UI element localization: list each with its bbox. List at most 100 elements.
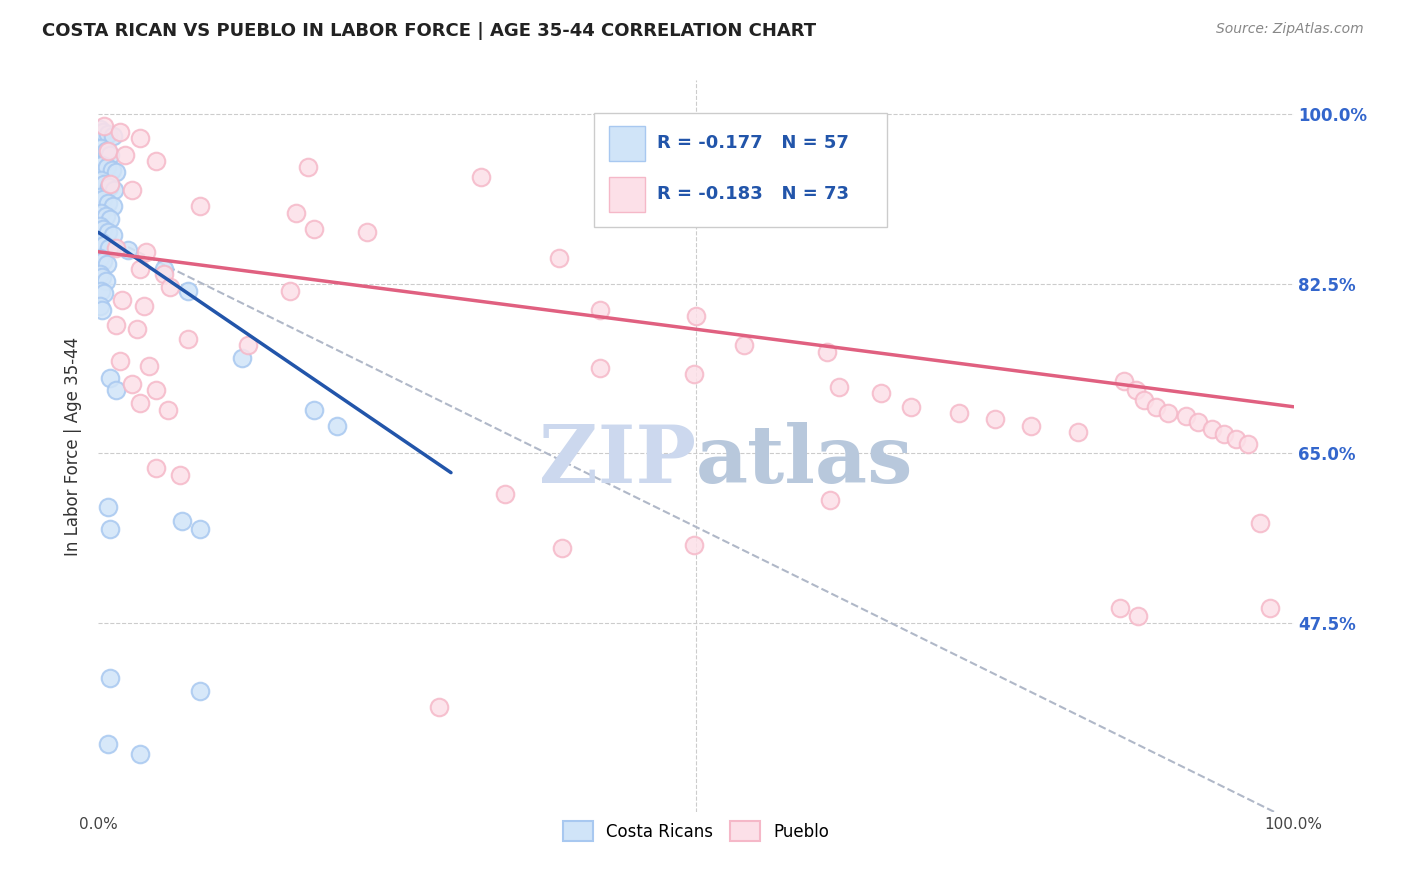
Point <box>138 359 160 373</box>
Point <box>129 747 152 761</box>
FancyBboxPatch shape <box>595 113 887 227</box>
Point <box>121 183 143 197</box>
Point <box>153 262 176 277</box>
Point <box>105 384 128 398</box>
Text: R = -0.177   N = 57: R = -0.177 N = 57 <box>657 134 848 153</box>
Point <box>177 284 200 298</box>
Point <box>278 284 301 298</box>
Point <box>89 121 111 136</box>
Point <box>101 199 124 213</box>
Point <box>236 338 259 352</box>
Point <box>117 243 139 257</box>
Point <box>1128 609 1150 624</box>
Point <box>1125 384 1147 398</box>
Point <box>1237 436 1260 450</box>
Text: Source: ZipAtlas.com: Source: ZipAtlas.com <box>1216 22 1364 37</box>
Y-axis label: In Labor Force | Age 35-44: In Labor Force | Age 35-44 <box>65 336 83 556</box>
Point <box>948 406 970 420</box>
Point <box>297 161 319 175</box>
Point <box>1225 432 1247 446</box>
Point <box>589 361 612 376</box>
Point <box>1019 419 1042 434</box>
Point <box>94 274 117 288</box>
Point <box>90 173 112 187</box>
Point <box>153 267 176 281</box>
Point <box>135 244 157 259</box>
Point <box>97 500 120 514</box>
Point <box>1157 406 1180 420</box>
Point <box>494 487 516 501</box>
Point <box>188 522 211 536</box>
Point <box>89 267 111 281</box>
Text: atlas: atlas <box>696 422 914 500</box>
Point <box>108 354 131 368</box>
Point <box>90 284 112 298</box>
Point <box>326 419 349 434</box>
Point <box>1144 400 1167 414</box>
Point <box>129 131 152 145</box>
Point <box>89 189 111 203</box>
Point <box>111 293 134 308</box>
Point <box>1258 601 1281 615</box>
Point <box>470 170 492 185</box>
Point <box>188 683 211 698</box>
Point <box>1112 374 1135 388</box>
Point <box>91 221 114 235</box>
Point <box>97 144 120 158</box>
Point <box>129 262 152 277</box>
Point <box>682 538 704 552</box>
Point <box>96 161 118 175</box>
Point <box>89 251 111 265</box>
Point <box>685 309 707 323</box>
Point <box>91 269 114 284</box>
Point <box>1187 415 1209 429</box>
Point <box>900 400 922 414</box>
Point <box>98 241 121 255</box>
Point <box>93 177 115 191</box>
Point <box>91 302 114 317</box>
Point <box>815 344 838 359</box>
Point <box>97 226 120 240</box>
Point <box>98 148 122 162</box>
Point <box>93 286 115 301</box>
Point <box>1133 392 1156 407</box>
Point <box>551 541 574 556</box>
Legend: Costa Ricans, Pueblo: Costa Ricans, Pueblo <box>557 814 835 847</box>
Bar <box>609 126 644 161</box>
Point <box>159 279 181 293</box>
Point <box>108 125 131 139</box>
Point <box>97 737 120 751</box>
Point <box>547 251 569 265</box>
Bar <box>609 177 644 212</box>
Point <box>984 412 1007 426</box>
Point <box>89 299 111 313</box>
Text: ZIP: ZIP <box>538 422 696 500</box>
Point <box>90 235 112 249</box>
Point <box>98 177 122 191</box>
Point <box>98 211 122 226</box>
Point <box>90 206 112 220</box>
Point <box>145 384 167 398</box>
Point <box>105 241 128 255</box>
Point <box>100 163 122 178</box>
Point <box>98 370 122 384</box>
Point <box>132 299 155 313</box>
Point <box>94 209 117 223</box>
Point <box>89 219 111 233</box>
Point <box>1067 425 1090 439</box>
Point <box>94 144 117 158</box>
Point <box>96 257 118 271</box>
Point <box>125 322 148 336</box>
Point <box>98 179 121 194</box>
Point <box>682 367 704 381</box>
Point <box>98 522 122 536</box>
Point <box>91 254 114 268</box>
Point <box>427 700 450 714</box>
Point <box>356 226 378 240</box>
Point <box>91 157 114 171</box>
Point <box>105 318 128 333</box>
Point <box>302 402 325 417</box>
Point <box>284 206 307 220</box>
Text: R = -0.183   N = 73: R = -0.183 N = 73 <box>657 186 849 203</box>
Point <box>177 332 200 346</box>
